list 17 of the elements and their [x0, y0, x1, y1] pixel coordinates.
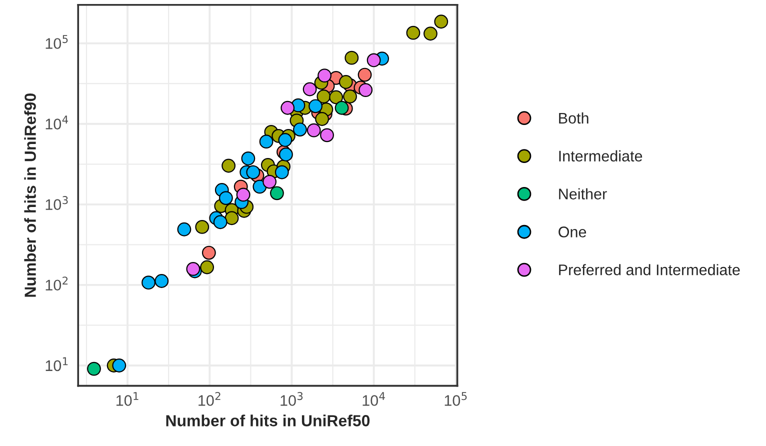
y-tick-label: 10$^{2}$	[46, 276, 68, 291]
legend-label: One	[558, 226, 586, 238]
y-tick-label: 10$^{1}$	[46, 357, 68, 372]
legend-label: Neither	[559, 188, 607, 200]
x-tick-label: 10$^{3}$	[280, 392, 303, 406]
y-tick-label: 10$^{5}$	[46, 35, 68, 49]
y-tick-label: 10$^{4}$	[46, 116, 68, 130]
legend-label: Both	[559, 112, 588, 124]
x-tick-label: 10$^{1}$	[116, 392, 138, 406]
y-tick-label: 10$^{3}$	[46, 196, 68, 210]
x-tick-label: 10$^{5}$	[444, 392, 467, 406]
legend-label: Intermediate	[559, 150, 642, 162]
x-tick-label: 10$^{2}$	[198, 392, 220, 406]
x-tick-label: 10$^{4}$	[362, 392, 385, 406]
y-axis-title: Number of hits in UniRef90	[24, 94, 36, 297]
x-axis-title: Number of hits in UniRef50	[166, 414, 370, 426]
legend-label: Preferred and Intermediate	[559, 264, 740, 276]
